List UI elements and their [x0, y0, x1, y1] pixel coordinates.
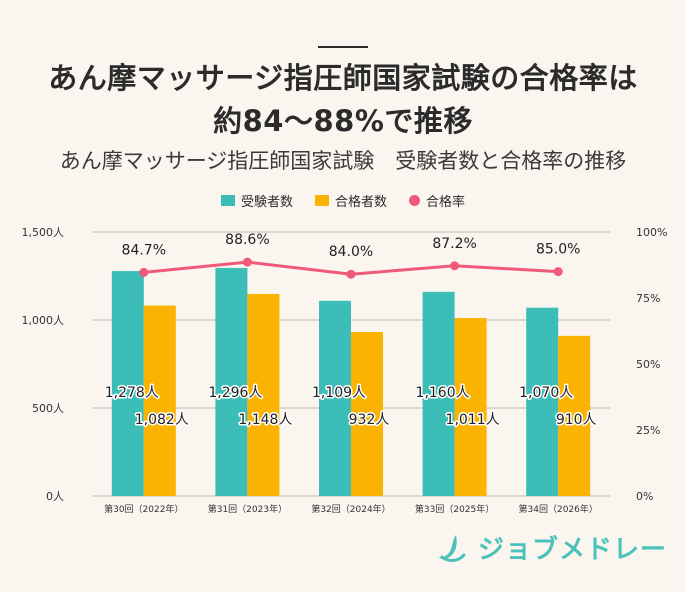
bar-examinees — [111, 271, 144, 496]
legend-label-pass-rate: 合格率 — [426, 195, 466, 210]
x-tick-label: 第30回（2022年） — [104, 503, 183, 515]
bar-passers — [454, 318, 487, 496]
legend-swatch-pass-rate — [409, 195, 420, 206]
chart-subtitle: あん摩マッサージ指圧師国家試験 受験者数と合格率の推移 — [59, 149, 627, 173]
logo: ジョブメドレー — [436, 529, 667, 566]
data-label-pass-rate: 84.0% — [329, 244, 373, 260]
y-right-tick-label: 25% — [636, 424, 660, 437]
chart-title-line1: あん摩マッサージ指圧師国家試験の合格率は — [48, 61, 638, 95]
data-label-examinees: 1,109人 — [312, 385, 366, 401]
y-right-tick-label: 100% — [636, 226, 667, 239]
y-right-tick-label: 50% — [636, 358, 660, 371]
data-label-examinees: 1,278人 — [105, 385, 159, 401]
data-label-pass-rate: 88.6% — [225, 232, 269, 248]
legend: 受験者数 合格者数 合格率 — [0, 191, 686, 210]
y-right-tick-label: 75% — [636, 292, 660, 305]
bar-passers — [247, 293, 280, 496]
data-label-passers: 932人 — [349, 412, 390, 428]
y-left-tick-label: 1,500人 — [22, 226, 65, 239]
bar-passers — [558, 335, 591, 496]
x-tick-label: 第34回（2026年） — [519, 503, 598, 515]
legend-swatch-passers — [314, 195, 329, 206]
jobmedley-logo-icon — [439, 534, 466, 562]
legend-item-pass-rate: 合格率 — [409, 191, 465, 210]
data-label-passers: 910人 — [556, 412, 597, 428]
bar-examinees — [526, 307, 559, 496]
data-label-passers: 1,082人 — [135, 412, 189, 428]
legend-label-examinees: 受験者数 — [240, 195, 293, 210]
bar-examinees — [422, 291, 455, 496]
data-label-examinees: 1,296人 — [208, 385, 262, 401]
x-tick-label: 第31回（2023年） — [208, 503, 287, 515]
data-label-passers: 1,148人 — [238, 412, 292, 428]
legend-label-passers: 合格者数 — [334, 195, 387, 210]
x-tick-label: 第32回（2024年） — [311, 503, 390, 515]
bar-examinees — [215, 267, 248, 496]
y-right-tick-label: 0% — [636, 490, 653, 503]
title-top-rule — [318, 46, 368, 48]
data-label-examinees: 1,160人 — [416, 385, 470, 401]
legend-swatch-examinees — [220, 195, 235, 206]
y-left-tick-label: 0人 — [46, 490, 64, 503]
chart-title-line2: 約84～88%で推移 — [213, 104, 473, 138]
bar-passers — [351, 331, 383, 496]
point-pass-rate — [450, 261, 460, 271]
data-label-passers: 1,011人 — [446, 412, 500, 428]
x-tick-label: 第33回（2025年） — [415, 503, 494, 515]
logo-text: ジョブメドレー — [478, 535, 668, 565]
data-label-pass-rate: 87.2% — [432, 236, 476, 252]
bar-passers — [143, 305, 176, 496]
legend-item-passers: 合格者数 — [314, 191, 387, 210]
point-pass-rate — [242, 257, 252, 267]
data-label-pass-rate: 84.7% — [122, 242, 166, 258]
y-left-tick-label: 1,000人 — [22, 314, 65, 327]
legend-item-examinees: 受験者数 — [220, 191, 293, 210]
data-label-pass-rate: 85.0% — [536, 242, 580, 258]
point-pass-rate — [346, 269, 356, 279]
y-left-tick-label: 500人 — [32, 402, 64, 415]
data-label-examinees: 1,070人 — [519, 385, 573, 401]
point-pass-rate — [139, 267, 149, 277]
bar-examinees — [319, 300, 351, 496]
point-pass-rate — [553, 267, 563, 277]
